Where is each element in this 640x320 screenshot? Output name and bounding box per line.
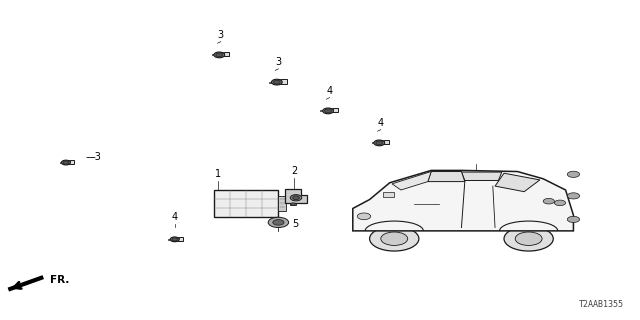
Polygon shape	[353, 171, 573, 231]
Polygon shape	[168, 239, 172, 240]
Circle shape	[273, 220, 284, 225]
Polygon shape	[324, 108, 338, 112]
Circle shape	[567, 171, 580, 177]
Polygon shape	[321, 110, 324, 111]
Circle shape	[357, 213, 371, 220]
Circle shape	[291, 203, 296, 205]
Polygon shape	[63, 160, 74, 164]
Bar	[278, 196, 286, 211]
Ellipse shape	[172, 238, 178, 241]
Circle shape	[543, 198, 554, 204]
Text: T2AAB1355: T2AAB1355	[579, 300, 624, 309]
Ellipse shape	[323, 108, 333, 114]
Polygon shape	[376, 140, 389, 144]
Text: 4: 4	[172, 212, 178, 222]
Ellipse shape	[273, 80, 280, 84]
Text: FR.: FR.	[50, 275, 69, 285]
Text: 2: 2	[291, 166, 298, 176]
Ellipse shape	[170, 237, 179, 242]
Text: 4: 4	[378, 118, 384, 128]
Text: 5: 5	[292, 219, 299, 229]
Ellipse shape	[376, 141, 383, 145]
Ellipse shape	[291, 195, 302, 201]
Polygon shape	[495, 173, 540, 192]
Bar	[214, 189, 278, 217]
Polygon shape	[285, 189, 307, 203]
Text: 1: 1	[214, 169, 221, 179]
Text: 3: 3	[275, 57, 282, 67]
Ellipse shape	[63, 161, 69, 164]
Circle shape	[567, 193, 580, 199]
Circle shape	[554, 200, 566, 206]
Polygon shape	[220, 52, 224, 53]
Polygon shape	[67, 160, 70, 161]
Ellipse shape	[214, 52, 225, 58]
Polygon shape	[60, 162, 63, 163]
Polygon shape	[428, 172, 465, 182]
Circle shape	[515, 232, 542, 245]
Ellipse shape	[292, 196, 300, 200]
Polygon shape	[329, 108, 333, 109]
Circle shape	[370, 227, 419, 251]
Circle shape	[504, 227, 553, 251]
Text: 3: 3	[218, 30, 224, 40]
Polygon shape	[172, 237, 183, 241]
Circle shape	[268, 217, 289, 228]
Polygon shape	[269, 82, 273, 83]
Polygon shape	[383, 192, 394, 197]
Polygon shape	[212, 54, 216, 55]
Polygon shape	[392, 172, 431, 190]
Polygon shape	[380, 140, 384, 141]
Polygon shape	[291, 203, 296, 205]
Text: 4: 4	[326, 86, 333, 96]
Text: —3: —3	[85, 152, 101, 162]
Ellipse shape	[271, 79, 282, 85]
Ellipse shape	[216, 53, 223, 57]
Circle shape	[567, 216, 580, 222]
Polygon shape	[216, 52, 229, 56]
Circle shape	[381, 232, 408, 245]
Ellipse shape	[324, 109, 332, 113]
Polygon shape	[175, 237, 179, 238]
Ellipse shape	[61, 160, 70, 165]
Ellipse shape	[374, 140, 385, 146]
Polygon shape	[461, 172, 502, 180]
Polygon shape	[273, 79, 287, 84]
Polygon shape	[278, 79, 282, 81]
Polygon shape	[372, 142, 376, 143]
